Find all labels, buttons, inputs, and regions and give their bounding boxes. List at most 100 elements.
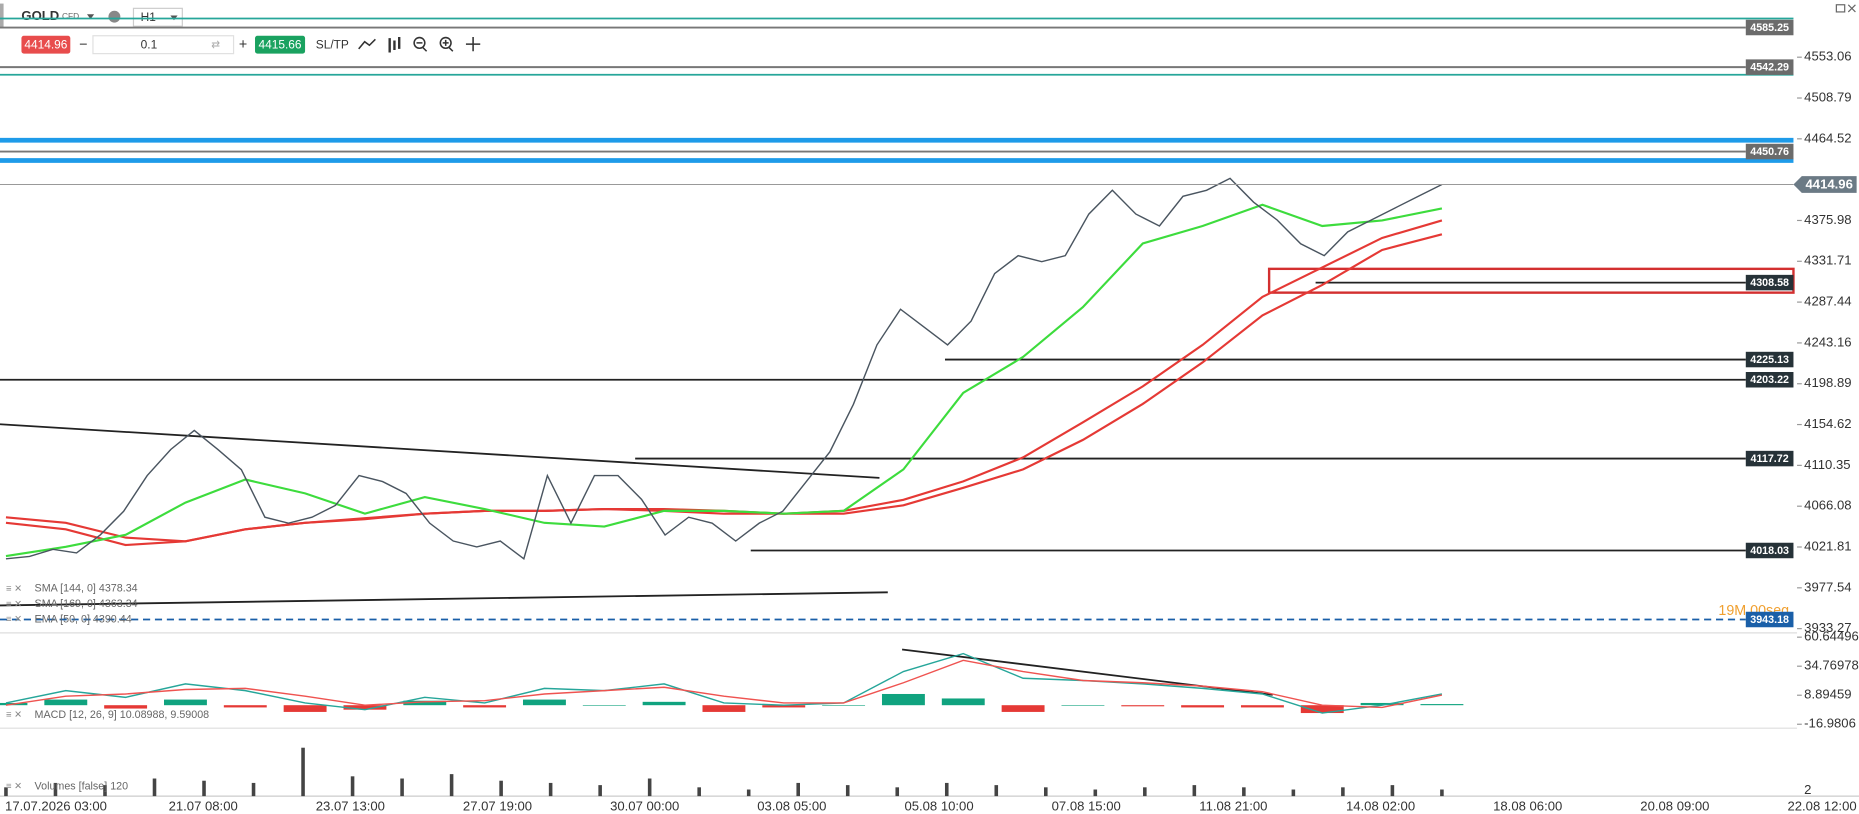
volume-bar (895, 787, 900, 797)
level-tag (1745, 372, 1794, 388)
volume-bar (647, 778, 652, 797)
x-tick-label: 18.08 06:00 (1493, 798, 1562, 813)
info-icon[interactable] (108, 10, 121, 23)
y-tick-label: 4066.08 (1804, 498, 1851, 513)
volume-bar (1044, 787, 1048, 797)
macd-label: MACD [12, 26, 9] 10.08988, 9.59008 (35, 709, 210, 721)
drag-handle (0, 3, 4, 28)
y-tick-label: 3933.27 (1804, 620, 1851, 635)
macd-histogram-bar (343, 705, 387, 710)
volume-bar (1390, 785, 1395, 797)
level-tag (1745, 143, 1794, 160)
trend-line[interactable] (0, 591, 888, 607)
volume-value[interactable]: 0.1 (141, 37, 158, 51)
x-tick-label: 21.07 08:00 (169, 798, 238, 813)
indicator-icon: ≡ ✕ (6, 614, 22, 625)
sltp-button[interactable]: SL/TP (316, 37, 349, 51)
y-tick-label: 4287.44 (1804, 294, 1851, 309)
x-tick-label: 23.07 13:00 (316, 798, 385, 813)
y-tick-label: 4331.71 (1804, 253, 1851, 268)
macd-histogram-bar (223, 705, 267, 708)
x-tick-label: 11.08 21:00 (1199, 798, 1267, 813)
macd-histogram-bar (1360, 702, 1404, 706)
volume-bar (449, 774, 454, 797)
level-label: 4542.29 (1750, 62, 1789, 74)
bid-price[interactable]: 4414.96 (24, 37, 67, 51)
macd-histogram-bar (1121, 705, 1165, 707)
level-tag (1745, 274, 1794, 291)
macd-histogram-bar (881, 693, 925, 706)
level-label: 4018.03 (1750, 545, 1789, 557)
indicator-label: EMA [50, 0] 4390.44 (35, 614, 132, 626)
ask-price[interactable]: 4415.66 (259, 37, 302, 51)
line-chart-icon[interactable] (358, 38, 376, 50)
macd-histogram-bar (164, 699, 207, 706)
macd-tick-label: 60.64496 (1804, 629, 1859, 644)
zoom-out-icon[interactable] (413, 36, 426, 50)
macd-histogram-bar (104, 705, 148, 709)
volume-bar (697, 787, 701, 797)
volume-bar (202, 780, 206, 797)
macd-line (5, 652, 1443, 714)
volume-bar (1341, 787, 1345, 797)
volume-bar (1291, 789, 1296, 797)
y-tick-label: 4110.35 (1804, 457, 1850, 472)
macd-histogram-bar (1240, 705, 1284, 708)
macd-histogram-bar (522, 699, 566, 706)
crosshair-icon[interactable] (465, 36, 481, 52)
y-tick-label: 4154.62 (1804, 416, 1851, 431)
volume-bar (251, 782, 256, 797)
level-tag (1745, 351, 1794, 368)
x-tick-label: 30.07 00:00 (610, 798, 679, 813)
indicator-icon: ≡ ✕ (6, 583, 22, 594)
volume-bar (301, 747, 305, 797)
level-label: 4585.25 (1750, 22, 1789, 34)
level-tag (1745, 59, 1794, 75)
swap-icon[interactable]: ⇄ (211, 39, 220, 51)
indicator-line (5, 233, 1443, 547)
x-tick-label: 14.08 02:00 (1346, 798, 1415, 813)
y-tick-label: 4375.98 (1804, 212, 1851, 227)
macd-histogram-bar (1061, 705, 1105, 706)
macd-tick-label: 34.76978 (1804, 658, 1859, 673)
plus-button[interactable]: + (239, 37, 247, 53)
marker-tag (1745, 611, 1794, 628)
minimize-icon[interactable] (1835, 4, 1846, 13)
level-label: 4117.72 (1751, 453, 1789, 465)
timeframe-box[interactable] (132, 7, 183, 27)
level-label: 4225.13 (1750, 354, 1789, 366)
macd-histogram-bar (463, 705, 507, 708)
current-price-tag (1793, 176, 1857, 193)
zoom-in-icon[interactable] (439, 36, 452, 50)
macd-histogram-bar (1181, 705, 1225, 708)
buy-button[interactable] (255, 35, 306, 54)
trend-line[interactable] (0, 423, 880, 479)
volume-bar (598, 785, 602, 797)
symbol-dropdown[interactable] (86, 14, 95, 20)
current-price-label: 4414.96 (1806, 177, 1853, 192)
level-label: 4203.22 (1750, 374, 1789, 386)
volume-input[interactable] (92, 35, 235, 55)
volume-bar (400, 778, 404, 797)
close-icon[interactable] (1847, 4, 1856, 13)
volume-bar (796, 782, 800, 797)
volume-bar (1143, 787, 1147, 797)
x-tick-label: 05.08 10:00 (904, 798, 973, 813)
x-tick-label: 03.08 05:00 (757, 798, 826, 813)
macd-histogram-bar (642, 701, 686, 706)
symbol[interactable]: GOLD (21, 8, 59, 23)
candle-icon[interactable] (388, 36, 401, 53)
sell-button[interactable] (21, 35, 71, 54)
badge: CFD (62, 11, 79, 21)
indicator-label: SMA [169, 0] 4363.34 (35, 598, 138, 610)
timeframe[interactable]: H1 (141, 10, 157, 24)
x-tick-label: 07.08 15:00 (1052, 798, 1121, 813)
macd-histogram-bar (762, 705, 806, 708)
x-tick-label: 20.08 09:00 (1640, 798, 1709, 813)
zoom-out-mark (416, 42, 428, 52)
y-tick-label: 4464.52 (1804, 130, 1851, 145)
macd-histogram-bar (822, 705, 866, 706)
minus-button[interactable]: − (79, 37, 87, 53)
